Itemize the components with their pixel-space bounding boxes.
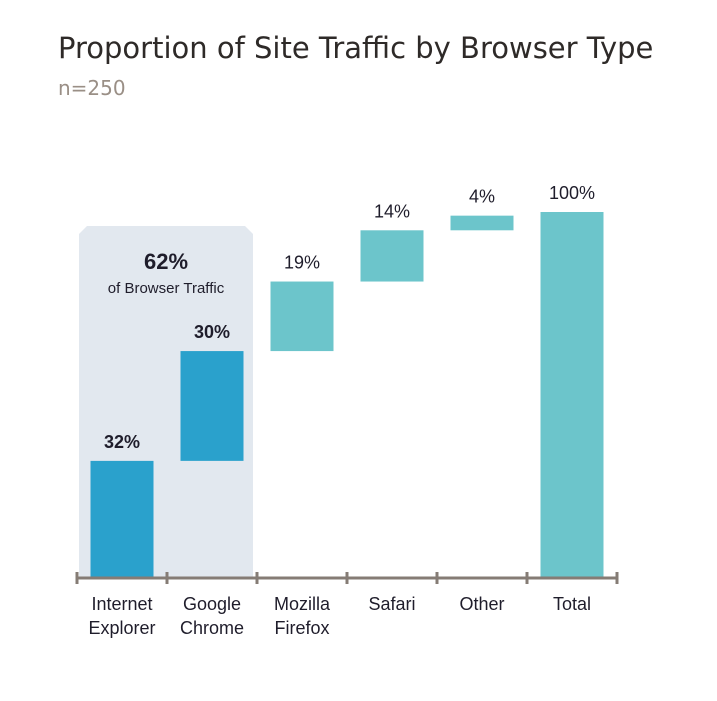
value-labels: 32% 30% 19% 14% 4% 100%	[104, 183, 595, 452]
bar-3	[360, 230, 424, 282]
value-label-1: 30%	[194, 322, 230, 342]
bar-group	[90, 212, 604, 578]
x-axis-tick-labels: Internet Explorer Google Chrome Mozilla Firef…	[88, 594, 591, 638]
tick-label-0: Internet Explorer	[88, 594, 155, 638]
value-label-0: 32%	[104, 432, 140, 452]
bar-5	[540, 212, 604, 578]
value-label-5: 100%	[549, 183, 595, 203]
value-label-4: 4%	[469, 187, 495, 207]
annotation-text: of Browser Traffic	[108, 280, 225, 297]
bar-1	[180, 351, 244, 461]
bar-2	[270, 281, 334, 352]
annotation-value: 62%	[144, 249, 188, 274]
value-label-2: 19%	[284, 253, 320, 273]
tick-label-2: Mozilla Firefox	[274, 594, 331, 638]
chart-title: Proportion of Site Traffic by Browser Ty…	[58, 31, 654, 65]
chart-subtitle: n=250	[58, 76, 126, 100]
value-label-3: 14%	[374, 201, 410, 221]
bar-0	[90, 460, 154, 578]
x-axis-ticks	[75, 572, 619, 584]
tick-label-3: Safari	[368, 594, 415, 614]
tick-label-4: Other	[459, 594, 504, 614]
tick-label-1: Google Chrome	[180, 594, 244, 638]
tick-label-5: Total	[553, 594, 591, 614]
bar-4	[450, 215, 514, 231]
